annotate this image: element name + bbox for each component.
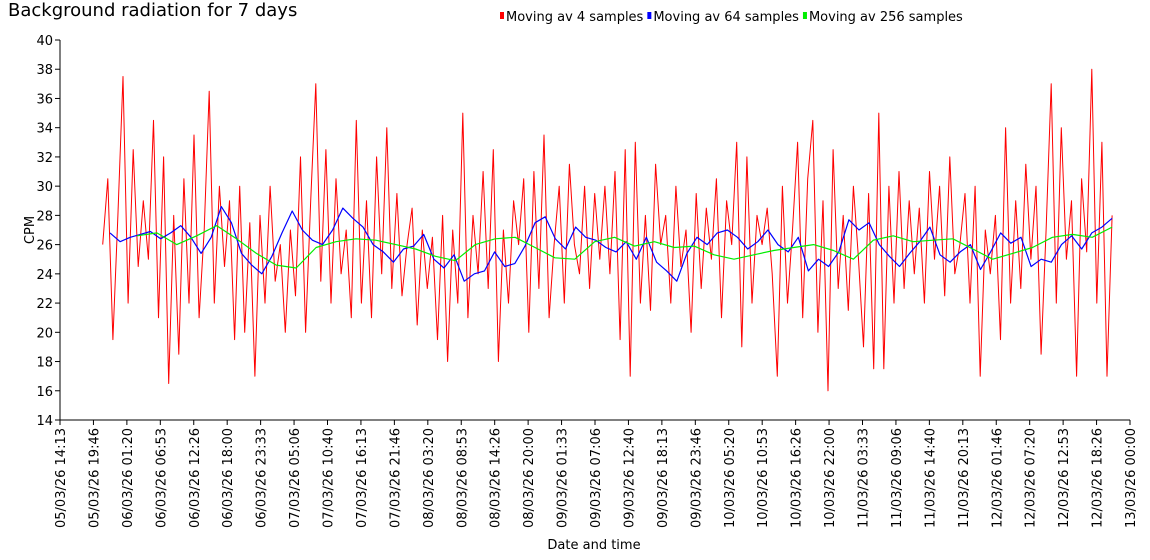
legend-swatch	[802, 12, 807, 19]
x-tick-label: 09/03/26 12:40	[622, 428, 637, 528]
x-tick-label: 09/03/26 07:06	[589, 428, 604, 528]
x-tick-label: 06/03/26 12:26	[188, 428, 203, 528]
x-tick-label: 12/03/26 01:46	[990, 428, 1005, 528]
y-tick-label: 38	[36, 63, 53, 78]
axes: 14 16 18 20 22 24 26 28 30 32 34 36 38 40 05/03/26 14:…	[36, 34, 1139, 528]
x-tick-label: 07/03/26 21:46	[388, 428, 403, 528]
x-tick-label: 05/03/26 19:46	[87, 428, 102, 528]
x-tick-label: 10/03/26 16:26	[790, 428, 805, 528]
legend-swatch	[500, 12, 504, 19]
y-tick-label: 40	[36, 34, 53, 49]
x-tick-label: 11/03/26 03:33	[857, 428, 872, 528]
x-tick-label: 12/03/26 07:20	[1024, 428, 1039, 528]
x-tick-label: 08/03/26 03:20	[422, 428, 437, 528]
chart-title: Background radiation for 7 days	[8, 0, 297, 21]
y-tick-label: 20	[36, 326, 53, 341]
legend-label: Moving av 4 samples	[506, 10, 644, 25]
legend-label: Moving av 256 samples	[809, 10, 963, 25]
y-tick-label: 34	[36, 122, 53, 137]
x-tick-label: 06/03/26 23:33	[255, 428, 270, 528]
x-tick-label: 11/03/26 14:40	[923, 428, 938, 528]
x-tick-label: 05/03/26 14:13	[54, 428, 69, 528]
y-tick-label: 18	[36, 356, 53, 371]
x-tick-label: 10/03/26 22:00	[823, 428, 838, 528]
x-tick-label: 07/03/26 05:06	[288, 428, 303, 528]
x-tick-label: 08/03/26 20:00	[522, 428, 537, 528]
y-tick-label: 14	[36, 414, 53, 429]
y-tick-label: 36	[36, 92, 53, 107]
x-axis-title: Date and time	[547, 538, 640, 553]
x-tick-label: 12/03/26 18:26	[1091, 428, 1106, 528]
x-tick-label: 09/03/26 18:13	[656, 428, 671, 528]
x-tick-label: 11/03/26 09:06	[890, 428, 905, 528]
x-tick-label: 12/03/26 12:53	[1057, 428, 1072, 528]
y-tick-label: 24	[36, 268, 53, 283]
series-line-2	[109, 206, 1113, 282]
y-tick-label: 22	[36, 297, 53, 312]
x-tick-label: 07/03/26 10:40	[322, 428, 337, 528]
x-tick-label: 06/03/26 18:00	[221, 428, 236, 528]
y-axis-title: CPM	[23, 216, 38, 244]
x-tick-label: 10/03/26 10:53	[756, 428, 771, 528]
x-tick-label: 11/03/26 20:13	[957, 428, 972, 528]
x-tick-label: 06/03/26 06:53	[154, 428, 169, 528]
y-tick-label: 30	[36, 180, 53, 195]
series-layer	[102, 68, 1113, 392]
x-tick-label: 13/03/26 00:00	[1124, 428, 1139, 528]
series-line-1	[102, 68, 1113, 392]
y-tick-label: 32	[36, 151, 53, 166]
x-tick-label: 09/03/26 23:46	[689, 428, 704, 528]
x-tick-label: 06/03/26 01:20	[121, 428, 136, 528]
x-tick-label: 08/03/26 08:53	[455, 428, 470, 528]
y-tick-label: 28	[36, 209, 53, 224]
y-tick-label: 26	[36, 239, 53, 254]
legend: Moving av 4 samples Moving av 64 samples M…	[500, 10, 963, 25]
x-tick-label: 10/03/26 05:20	[723, 428, 738, 528]
x-tick-label: 09/03/26 01:33	[556, 428, 571, 528]
legend-label: Moving av 64 samples	[653, 10, 799, 25]
series-line-3	[136, 225, 1113, 269]
legend-swatch	[647, 12, 652, 19]
y-tick-label: 16	[36, 385, 53, 400]
x-tick-label: 07/03/26 16:13	[355, 428, 370, 528]
x-tick-label: 08/03/26 14:26	[489, 428, 504, 528]
